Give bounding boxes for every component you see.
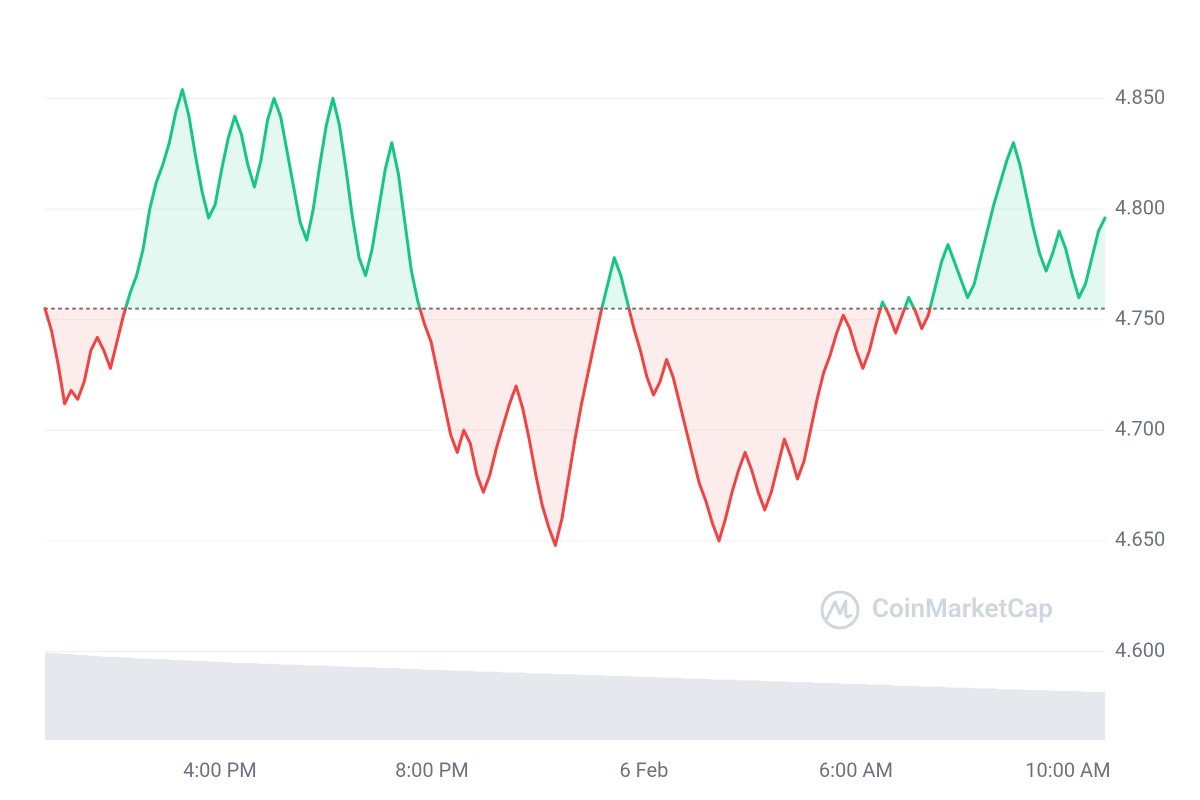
y-tick-label: 4.850	[1115, 85, 1165, 109]
y-tick-label: 4.700	[1115, 417, 1165, 441]
watermark-text: CoinMarketCap	[872, 594, 1053, 624]
price-chart[interactable]: 4.600 4.650 4.700 4.750 4.800 4.850 CoinMarket…	[0, 0, 1200, 800]
y-tick-label: 4.650	[1115, 527, 1165, 551]
x-tick-label: 8:00 PM	[395, 758, 469, 782]
x-tick-label: 6 Feb	[619, 758, 668, 782]
x-tick-label: 6:00 AM	[819, 758, 893, 782]
y-tick-label: 4.800	[1115, 195, 1165, 219]
y-tick-label: 4.750	[1115, 306, 1165, 330]
x-tick-label: 4:00 PM	[183, 758, 257, 782]
x-tick-label: 10:00 AM	[1025, 758, 1110, 782]
y-tick-label: 4.600	[1115, 638, 1165, 662]
